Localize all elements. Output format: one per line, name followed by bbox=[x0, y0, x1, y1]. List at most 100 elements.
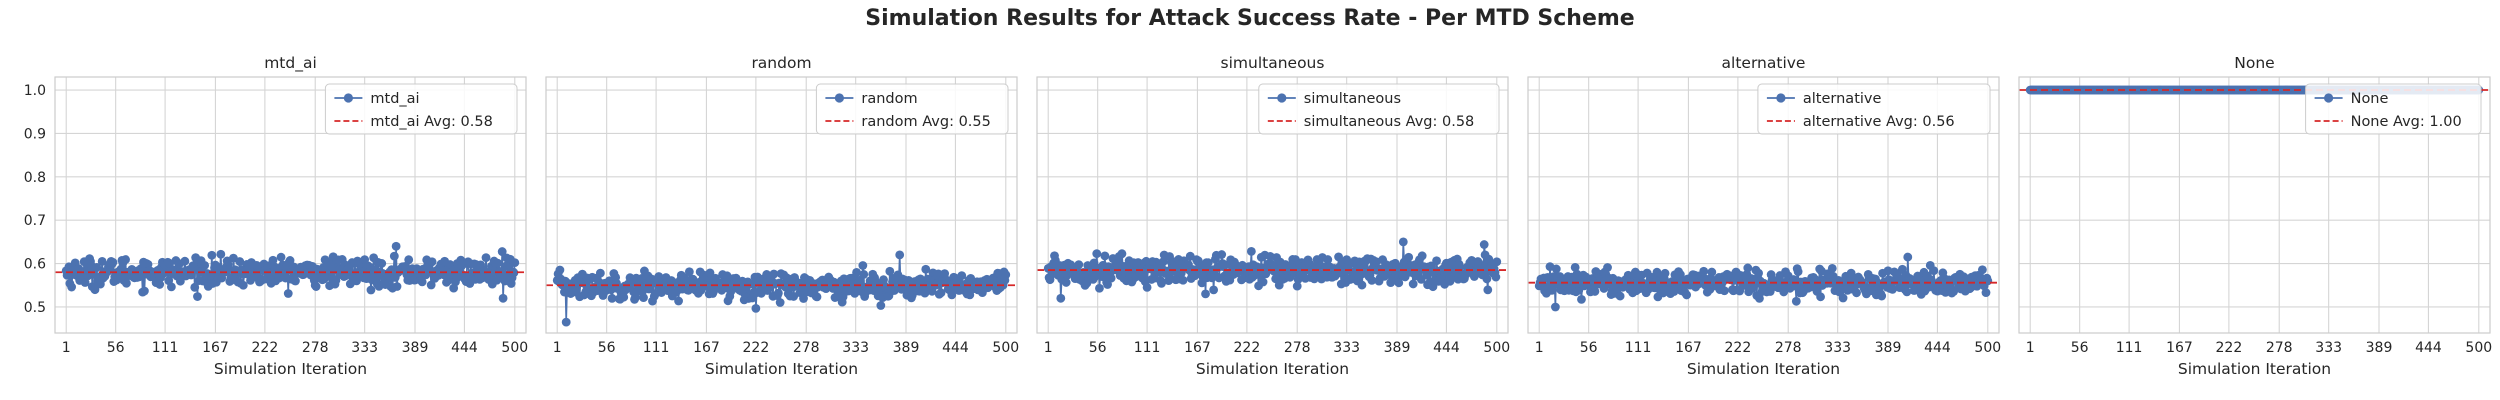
data-point bbox=[238, 280, 248, 290]
legend-series-marker bbox=[1776, 93, 1786, 103]
data-point bbox=[595, 268, 605, 278]
data-point bbox=[1092, 249, 1102, 258]
data-point bbox=[789, 292, 799, 301]
data-point bbox=[285, 256, 295, 265]
legend-series-marker bbox=[834, 93, 845, 103]
data-point bbox=[1394, 278, 1404, 288]
data-point bbox=[1404, 252, 1414, 262]
data-point bbox=[193, 292, 202, 301]
data-point bbox=[1100, 251, 1110, 261]
legend-series-label: alternative bbox=[1803, 91, 1882, 107]
x-tick-label: 1 bbox=[62, 340, 71, 356]
data-point bbox=[1398, 237, 1408, 247]
figure-title: Simulation Results for Attack Success Ra… bbox=[865, 6, 1634, 31]
data-point bbox=[1816, 292, 1825, 302]
data-point bbox=[510, 258, 520, 268]
panel-title: alternative bbox=[1722, 54, 1806, 72]
data-point bbox=[920, 288, 930, 298]
data-point bbox=[812, 292, 822, 302]
legend: alternative alternative Avg: 0.56 bbox=[1757, 83, 1991, 135]
x-tick-label: 500 bbox=[2465, 340, 2492, 356]
series-markers bbox=[1534, 252, 1993, 312]
data-point bbox=[493, 258, 503, 268]
x-tick-label: 111 bbox=[643, 340, 670, 356]
data-point bbox=[1660, 268, 1670, 278]
data-point bbox=[1590, 287, 1600, 296]
x-tick-label: 444 bbox=[2415, 340, 2442, 356]
data-point bbox=[1877, 291, 1887, 301]
x-tick-label: 333 bbox=[842, 340, 869, 356]
data-point bbox=[639, 293, 648, 303]
x-tick-label: 500 bbox=[1483, 340, 1510, 356]
data-point bbox=[769, 269, 779, 279]
data-point bbox=[498, 293, 508, 303]
y-tick-label: 0.5 bbox=[24, 300, 46, 316]
data-point bbox=[1720, 286, 1729, 296]
data-point bbox=[200, 261, 210, 270]
x-tick-label: 56 bbox=[598, 340, 616, 356]
x-tick-label: 500 bbox=[1974, 340, 2001, 356]
x-tick-label: 389 bbox=[402, 340, 429, 356]
data-point bbox=[276, 252, 286, 262]
data-point bbox=[1983, 276, 1993, 286]
data-point bbox=[1929, 266, 1939, 276]
data-point bbox=[166, 282, 176, 292]
axes-frame bbox=[54, 76, 527, 334]
y-tick-label: 0.8 bbox=[24, 170, 46, 186]
data-point bbox=[1603, 263, 1612, 272]
x-tick-label: 389 bbox=[893, 340, 920, 356]
x-tick-label: 222 bbox=[1725, 340, 1752, 356]
data-point bbox=[1491, 272, 1501, 282]
data-point bbox=[1209, 285, 1219, 295]
x-tick-label: 500 bbox=[501, 340, 528, 356]
legend-average-label: alternative Avg: 0.56 bbox=[1803, 114, 1955, 130]
legend-series-label: simultaneous bbox=[1304, 91, 1401, 107]
data-point bbox=[1479, 240, 1489, 249]
data-point bbox=[1217, 250, 1227, 259]
y-tick-label: 1.0 bbox=[24, 83, 46, 99]
x-tick-label: 333 bbox=[2315, 340, 2342, 356]
data-point bbox=[1754, 268, 1763, 278]
axes-frame bbox=[1036, 76, 1509, 334]
x-tick-label: 444 bbox=[1924, 340, 1951, 356]
panel-random: random 1 56 111 167 222 278 333 389 444 500 Simulat… bbox=[545, 54, 1019, 378]
x-tick-label: 278 bbox=[2266, 340, 2293, 356]
axes-frame bbox=[1527, 76, 2000, 334]
x-tick-label: 167 bbox=[2166, 340, 2193, 356]
data-point bbox=[1707, 267, 1717, 277]
data-point bbox=[957, 271, 967, 281]
data-point bbox=[140, 286, 149, 296]
panel-title: random bbox=[751, 54, 811, 72]
data-point bbox=[1492, 257, 1502, 267]
data-point bbox=[1106, 273, 1116, 283]
data-point bbox=[311, 282, 321, 291]
x-tick-label: 389 bbox=[2366, 340, 2393, 356]
y-tick-label: 0.7 bbox=[24, 213, 46, 229]
data-point bbox=[366, 285, 376, 295]
x-axis-label: Simulation Iteration bbox=[1196, 360, 1349, 378]
data-point bbox=[90, 285, 100, 295]
data-point bbox=[417, 277, 427, 287]
data-point bbox=[1061, 278, 1071, 287]
data-point bbox=[92, 263, 102, 272]
data-point bbox=[1615, 291, 1625, 301]
data-point bbox=[1793, 267, 1803, 277]
legend: random random Avg: 0.55 bbox=[815, 83, 1009, 135]
data-point bbox=[1001, 270, 1011, 280]
data-point bbox=[497, 247, 507, 256]
data-point bbox=[1178, 275, 1188, 285]
data-point bbox=[122, 278, 131, 288]
data-point bbox=[404, 255, 414, 265]
legend-average-label: random Avg: 0.55 bbox=[861, 114, 990, 130]
data-point bbox=[235, 257, 245, 266]
data-point bbox=[1074, 260, 1084, 270]
x-tick-label: 1 bbox=[1535, 340, 1544, 356]
legend-series-label: mtd_ai bbox=[370, 91, 419, 107]
x-tick-label: 278 bbox=[1284, 340, 1311, 356]
legend-series-label: random bbox=[861, 91, 917, 107]
data-point bbox=[1133, 258, 1143, 267]
data-point bbox=[1408, 279, 1418, 289]
x-tick-label: 222 bbox=[252, 340, 279, 356]
data-point bbox=[674, 296, 683, 306]
data-point bbox=[283, 289, 293, 298]
